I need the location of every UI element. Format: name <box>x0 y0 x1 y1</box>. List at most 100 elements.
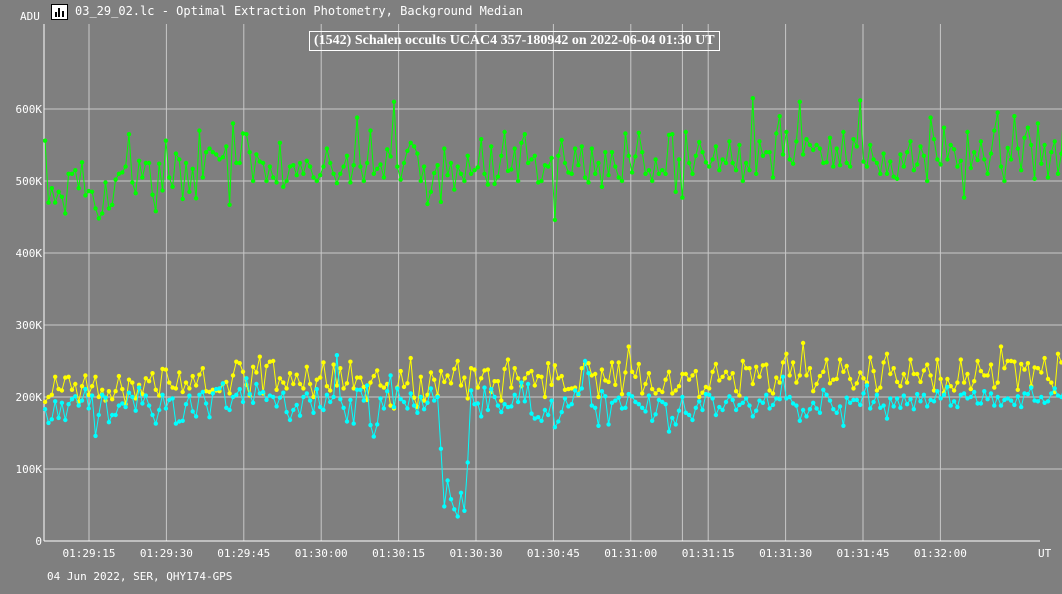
data-point <box>1059 394 1062 400</box>
data-point <box>468 366 474 371</box>
data-point <box>807 142 813 148</box>
data-point <box>915 371 920 377</box>
data-point <box>643 171 648 176</box>
data-point <box>740 400 745 405</box>
data-point <box>401 399 407 405</box>
data-point <box>576 391 581 397</box>
data-point <box>515 399 521 405</box>
data-point <box>777 397 782 402</box>
data-point <box>311 394 316 400</box>
data-point <box>697 139 702 145</box>
data-point <box>110 397 115 402</box>
data-point <box>120 401 125 406</box>
data-point <box>854 381 859 386</box>
data-point <box>891 404 896 409</box>
data-point <box>66 171 71 176</box>
data-point <box>824 357 829 362</box>
data-point <box>197 392 202 397</box>
data-point <box>780 152 786 157</box>
data-point <box>130 394 135 400</box>
data-point <box>593 171 598 176</box>
data-point <box>49 417 54 422</box>
data-point <box>421 407 427 412</box>
chart-icon[interactable] <box>51 4 68 20</box>
data-point <box>707 164 712 169</box>
data-point <box>640 391 645 396</box>
data-point <box>442 146 447 151</box>
data-point <box>240 369 246 374</box>
data-point <box>170 184 175 189</box>
data-point <box>210 387 215 392</box>
data-point <box>79 160 85 165</box>
data-point <box>841 423 846 428</box>
data-point <box>827 398 833 403</box>
data-point <box>569 171 574 176</box>
data-point <box>247 150 252 155</box>
data-point <box>479 376 484 381</box>
data-point <box>911 371 916 377</box>
data-point <box>180 389 185 395</box>
data-point <box>408 391 413 396</box>
data-point <box>898 405 903 410</box>
data-point <box>435 394 440 400</box>
data-point <box>59 194 65 199</box>
data-point <box>492 394 497 400</box>
data-point <box>811 147 816 153</box>
data-point <box>931 137 937 142</box>
data-point <box>556 153 561 158</box>
data-point <box>777 114 782 119</box>
x-tick-label: 01:32:00 <box>914 547 967 560</box>
data-point <box>435 163 440 168</box>
y-tick-label: 200K <box>16 391 43 404</box>
data-point <box>220 381 226 386</box>
data-point <box>1002 178 1007 184</box>
data-point <box>539 374 544 379</box>
data-point <box>193 414 199 419</box>
data-point <box>318 404 323 410</box>
data-point <box>757 139 762 144</box>
data-point <box>908 357 913 362</box>
data-point <box>455 358 460 364</box>
data-point <box>525 160 531 166</box>
x-tick-label: 01:30:00 <box>295 547 348 560</box>
data-point <box>385 147 390 152</box>
data-point <box>562 387 568 392</box>
data-point <box>599 367 605 372</box>
data-point <box>888 396 893 401</box>
data-point <box>911 407 916 412</box>
data-point <box>321 407 326 413</box>
data-point <box>1022 391 1027 396</box>
data-point <box>180 196 185 202</box>
data-point <box>515 376 521 381</box>
data-point <box>438 368 444 374</box>
data-point <box>304 364 309 369</box>
data-point <box>532 416 537 421</box>
data-point <box>764 150 769 155</box>
data-point <box>193 383 199 388</box>
data-point <box>884 171 890 176</box>
data-point <box>354 387 360 392</box>
data-point <box>925 178 930 184</box>
data-point <box>183 160 189 166</box>
data-point <box>311 175 316 180</box>
data-point <box>69 397 75 402</box>
data-point <box>988 391 994 396</box>
data-point <box>485 407 491 413</box>
data-point <box>334 181 340 186</box>
data-point <box>187 393 192 398</box>
data-point <box>153 387 158 392</box>
data-point <box>737 393 742 398</box>
data-point <box>150 192 155 197</box>
data-point <box>314 386 319 392</box>
data-point <box>1025 391 1031 397</box>
data-point <box>1059 360 1062 365</box>
data-point <box>1019 404 1024 410</box>
data-point <box>203 389 209 394</box>
data-point <box>499 398 504 403</box>
data-point <box>646 371 652 376</box>
data-point <box>1052 139 1057 144</box>
data-point <box>680 371 685 377</box>
data-point <box>878 171 883 176</box>
data-point <box>824 160 829 165</box>
data-point <box>177 157 182 162</box>
